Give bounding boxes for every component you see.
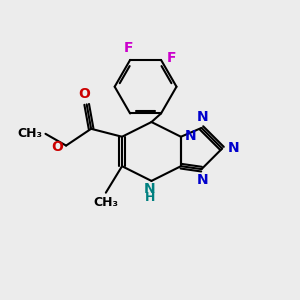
Text: F: F [166,51,176,64]
Text: N: N [144,182,156,197]
Text: CH₃: CH₃ [93,196,118,209]
Text: H: H [145,191,155,204]
Text: F: F [124,40,134,55]
Text: N: N [196,110,208,124]
Text: O: O [78,87,90,101]
Text: N: N [184,129,196,143]
Text: N: N [227,141,239,155]
Text: CH₃: CH₃ [17,127,43,140]
Text: O: O [51,140,63,154]
Text: N: N [196,173,208,187]
